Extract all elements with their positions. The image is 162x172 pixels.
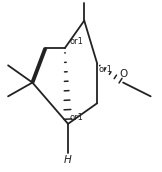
Text: or1: or1	[99, 65, 113, 74]
Text: O: O	[119, 69, 127, 79]
Text: or1: or1	[70, 37, 84, 46]
Text: or1: or1	[70, 113, 84, 122]
Text: H: H	[64, 155, 72, 165]
